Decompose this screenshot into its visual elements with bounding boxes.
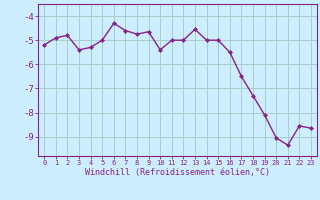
X-axis label: Windchill (Refroidissement éolien,°C): Windchill (Refroidissement éolien,°C) (85, 168, 270, 177)
